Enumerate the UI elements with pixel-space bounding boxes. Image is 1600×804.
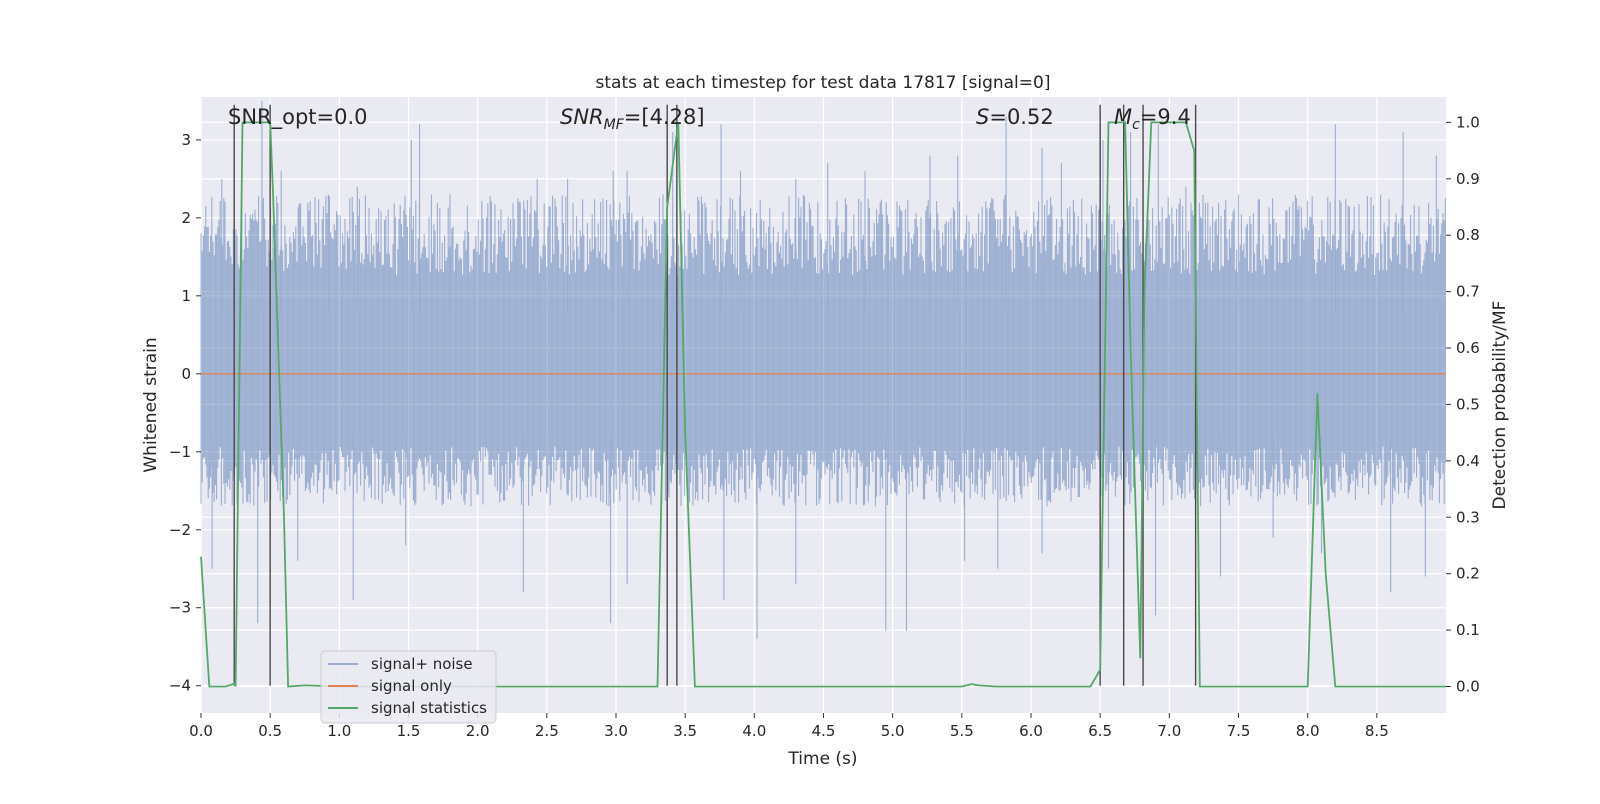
annotation-snr-mf-value: =[4.28]: [624, 105, 705, 129]
y-right-tick-label: 0.5: [1456, 395, 1480, 413]
y-right-tick-label: 1.0: [1456, 113, 1480, 131]
x-tick-label: 2.0: [466, 722, 490, 740]
y-left-tick-label: 2: [181, 209, 191, 227]
chart-title: stats at each timestep for test data 178…: [596, 73, 1051, 93]
y-right-tick-label: 0.3: [1456, 508, 1480, 526]
x-axis-label: Time (s): [787, 749, 857, 769]
annotation-mc-subscript: c: [1132, 117, 1140, 133]
x-tick-label: 6.0: [1019, 722, 1043, 740]
x-tick-label: 7.0: [1157, 722, 1181, 740]
legend-label-signal-statistics: signal statistics: [371, 699, 487, 717]
y-left-tick-label: −3: [169, 599, 191, 617]
annotation-mc: Mc=9.4: [1114, 105, 1191, 133]
signal-statistics-line: [200, 121, 1446, 688]
annotation-mc-symbol: M: [1114, 105, 1132, 129]
y-right-tick-label: 0.6: [1456, 339, 1480, 357]
legend-label-signal-only: signal only: [371, 677, 452, 695]
annotation-snr-mf: SNRMF=[4.28]: [560, 105, 705, 133]
y-axis-left-ticks: 3 2 1 0 −1 −2 −3 −4: [169, 131, 201, 695]
annotation-mc-value: =9.4: [1140, 105, 1191, 129]
x-tick-label: 7.5: [1227, 722, 1251, 740]
x-tick-label: 8.5: [1365, 722, 1389, 740]
y-right-tick-label: 0.9: [1456, 170, 1480, 188]
x-tick-label: 0.0: [189, 722, 213, 740]
y-left-tick-label: 1: [181, 287, 191, 305]
y-left-tick-label: −2: [169, 521, 191, 539]
y-axis-right-ticks: 1.0 0.9 0.8 0.7 0.6 0.5 0.4 0.3 0.2 0.1 0.0: [1446, 113, 1480, 695]
y-axis-right-label: Detection probability/MF: [1490, 301, 1510, 510]
legend-label-signal-plus-noise: signal+ noise: [371, 655, 473, 673]
x-tick-label: 4.5: [812, 722, 836, 740]
x-tick-label: 5.5: [950, 722, 974, 740]
x-tick-label: 4.0: [742, 722, 766, 740]
y-left-tick-label: 3: [181, 131, 191, 149]
y-left-tick-label: −1: [169, 443, 191, 461]
y-right-tick-label: 0.2: [1456, 565, 1480, 583]
x-tick-label: 1.0: [327, 722, 351, 740]
y-left-tick-label: 0: [181, 365, 191, 383]
legend: signal+ noise signal only signal statist…: [320, 650, 497, 724]
series-signal-statistics: [200, 121, 1446, 688]
x-tick-label: 3.5: [673, 722, 697, 740]
x-tick-label: 6.5: [1088, 722, 1112, 740]
x-tick-label: 2.5: [535, 722, 559, 740]
x-tick-label: 8.0: [1296, 722, 1320, 740]
annotation-s: S=0.52: [976, 105, 1054, 129]
y-axis-left-label: Whitened strain: [141, 337, 161, 472]
annotation-snr-mf-subscript: MF: [604, 117, 625, 133]
y-right-tick-label: 0.8: [1456, 226, 1480, 244]
x-tick-label: 3.0: [604, 722, 628, 740]
x-tick-label: 1.5: [397, 722, 421, 740]
annotation-snr-mf-symbol: SNR: [560, 105, 604, 129]
y-left-tick-label: −4: [169, 677, 191, 695]
signal-plus-noise-line: [200, 100, 1446, 639]
annotation-snr-opt: SNR_opt=0.0: [228, 105, 368, 130]
legend-box: [320, 650, 497, 724]
y-right-tick-label: 0.7: [1456, 283, 1480, 301]
y-right-tick-label: 0.1: [1456, 621, 1480, 639]
x-tick-label: 0.5: [258, 722, 282, 740]
series-signal-plus-noise: [200, 100, 1446, 639]
x-tick-label: 5.0: [881, 722, 905, 740]
annotation-s-value: =0.52: [989, 105, 1053, 129]
y-right-tick-label: 0.4: [1456, 452, 1480, 470]
x-axis-ticks: 0.0 0.5 1.0 1.5 2.0 2.5 3.0 3.5 4.0 4.5 5.0 5.5 6.0 6…: [189, 713, 1389, 740]
annotation-s-symbol: S: [976, 105, 989, 129]
y-right-tick-label: 0.0: [1456, 677, 1480, 695]
